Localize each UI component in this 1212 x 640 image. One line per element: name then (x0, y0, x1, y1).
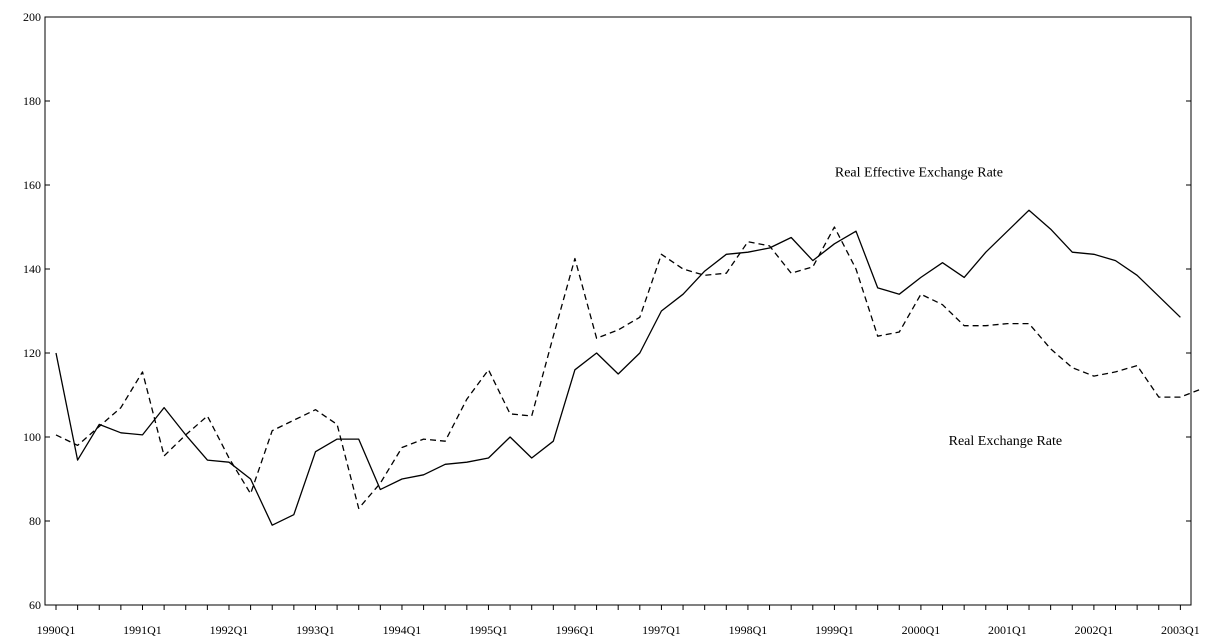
y-axis: 60 80 100 120 140 160 180 200 (23, 10, 1191, 612)
x-tick-label: 1996Q1 (556, 623, 595, 637)
y-tick-label: 80 (29, 514, 41, 528)
x-tick-label: 1991Q1 (123, 623, 162, 637)
x-tick-label: 1994Q1 (383, 623, 422, 637)
x-tick-label: 2000Q1 (902, 623, 941, 637)
plot-frame (44, 16, 1192, 606)
y-tick-label: 60 (29, 598, 41, 612)
real-effective-exchange-rate-line (55, 209, 1181, 526)
x-tick-label: 1992Q1 (210, 623, 249, 637)
y-tick-label: 100 (23, 430, 41, 444)
y-tick-label: 140 (23, 262, 41, 276)
y-tick-label: 200 (23, 10, 41, 24)
series-layer (55, 209, 1203, 526)
y-tick-label: 120 (23, 346, 41, 360)
x-tick-label: 1993Q1 (296, 623, 335, 637)
real-exchange-rate-line (55, 226, 1203, 510)
y-tick-label: 160 (23, 178, 41, 192)
x-tick-label: 2003Q1 (1161, 623, 1200, 637)
x-tick-label: 1990Q1 (37, 623, 76, 637)
x-tick-label: 1995Q1 (469, 623, 508, 637)
x-tick-label: 1998Q1 (729, 623, 768, 637)
x-tick-label: 1997Q1 (642, 623, 681, 637)
series-annotation: Real Effective Exchange Rate (835, 165, 1003, 180)
x-tick-label: 2002Q1 (1075, 623, 1114, 637)
y-tick-label: 180 (23, 94, 41, 108)
x-tick-label: 1999Q1 (815, 623, 854, 637)
x-tick-label: 2001Q1 (988, 623, 1027, 637)
annotation-layer: Real Effective Exchange Rate Real Exchang… (835, 165, 1062, 449)
series-annotation: Real Exchange Rate (949, 434, 1063, 449)
x-axis: 1990Q1 1991Q1 1992Q1 1993Q1 1994Q1 1995Q1 1996… (37, 605, 1200, 637)
